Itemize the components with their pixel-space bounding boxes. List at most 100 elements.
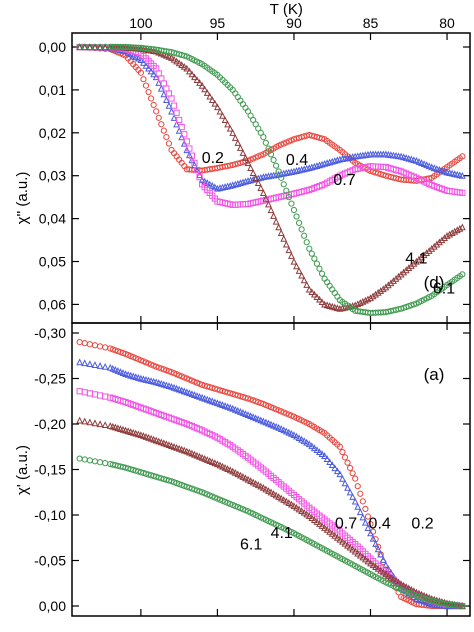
data-point	[372, 563, 380, 570]
data-point	[354, 502, 362, 510]
data-point	[415, 158, 423, 165]
data-point	[111, 365, 119, 373]
data-point	[413, 257, 420, 265]
data-point	[275, 493, 283, 500]
data-point	[374, 288, 382, 296]
data-point	[160, 90, 168, 98]
data-point	[221, 463, 229, 471]
curve-label-0-4-wrap: 0.4	[369, 516, 391, 533]
data-point	[298, 271, 306, 279]
data-point	[76, 388, 83, 395]
data-point	[453, 226, 461, 234]
data-point	[91, 361, 99, 368]
data-point	[239, 473, 247, 480]
data-point	[270, 490, 277, 497]
curve-label-0-2-wrap: 0.2	[411, 516, 433, 533]
curve-label-0-4-wrap: 0.4	[286, 152, 308, 169]
data-point	[173, 109, 180, 116]
data-point	[153, 108, 160, 115]
x-axis-label: T (K)	[270, 1, 303, 18]
data-point	[277, 425, 285, 432]
data-point	[369, 561, 377, 569]
data-point	[140, 76, 147, 83]
curve-label-0-2-wrap: 0.2	[202, 150, 224, 167]
x-tick-label: 95	[210, 15, 226, 31]
data-point	[229, 467, 237, 475]
data-point	[303, 510, 311, 518]
data-point	[165, 90, 173, 97]
data-point	[252, 479, 260, 487]
data-point	[86, 418, 94, 426]
data-point	[430, 242, 438, 250]
y-tick-label-wrap: 0,00	[39, 39, 66, 55]
data-point	[265, 487, 272, 494]
y-axis-label: χ'' (a.u.)	[14, 172, 31, 225]
data-point	[295, 434, 303, 442]
data-point	[356, 299, 364, 306]
data-point	[346, 464, 354, 472]
data-point	[410, 259, 418, 267]
data-point	[188, 152, 196, 159]
data-point	[364, 513, 372, 520]
data-point	[106, 363, 114, 371]
data-point	[219, 462, 226, 470]
data-point	[352, 475, 359, 482]
y-axis-label-wrap: χ'' (a.u.)	[14, 172, 31, 225]
panel-bottom-frame	[71, 322, 471, 617]
data-point	[96, 459, 104, 466]
y-axis-label-wrap: χ' (a.u.)	[14, 445, 31, 495]
data-point	[420, 160, 428, 168]
data-point	[186, 145, 193, 152]
data-point	[102, 460, 109, 467]
data-point	[384, 281, 392, 289]
series-4-1	[76, 43, 466, 312]
data-point	[428, 163, 436, 171]
data-point	[293, 213, 300, 220]
data-point	[295, 267, 303, 274]
data-point	[303, 438, 311, 446]
panel-letter-top-wrap: (d)	[424, 273, 445, 292]
y-tick-label: 0,00	[39, 598, 66, 614]
data-point	[303, 239, 310, 246]
data-point	[117, 368, 124, 375]
panel-letter-bottom: (a)	[424, 365, 445, 384]
data-point	[214, 460, 221, 468]
data-point	[244, 411, 252, 418]
data-point	[137, 56, 145, 63]
data-point	[96, 362, 104, 369]
data-point	[456, 224, 464, 232]
data-point	[259, 417, 267, 425]
data-point	[290, 431, 298, 439]
data-point	[191, 450, 198, 458]
data-point	[305, 440, 313, 448]
y-tick-label-wrap: -0,05	[34, 553, 66, 569]
curve-label-6-1: 6.1	[240, 537, 262, 554]
data-point	[272, 422, 280, 430]
data-point	[316, 448, 323, 456]
data-point	[244, 475, 252, 483]
data-point	[359, 513, 367, 521]
data-point	[333, 533, 341, 541]
y-tick-label-wrap: 0,03	[39, 168, 66, 184]
y-tick-label-wrap: -0,25	[34, 371, 66, 387]
data-point	[247, 412, 254, 420]
data-point	[344, 483, 351, 491]
text-layer: 80 85 90 95 100 0,00 0,01 0,02 0,03 0,04 0,05 0,06 χ…	[14, 1, 455, 614]
data-point	[300, 437, 308, 445]
data-point	[349, 470, 356, 477]
data-point	[214, 184, 221, 192]
data-point	[361, 518, 369, 526]
x-tick-label: 100	[129, 15, 153, 31]
data-point	[392, 577, 400, 584]
data-point	[313, 260, 321, 267]
data-point	[318, 450, 326, 457]
curve-label-0-4: 0.4	[286, 152, 308, 169]
data-point	[356, 551, 364, 559]
data-point	[362, 505, 369, 513]
curve-label-4-1: 4.1	[405, 251, 427, 268]
data-point	[175, 59, 183, 67]
data-point	[316, 520, 323, 527]
data-point	[134, 54, 142, 62]
data-point	[341, 454, 349, 461]
curve-label-0-2: 0.2	[411, 516, 433, 533]
